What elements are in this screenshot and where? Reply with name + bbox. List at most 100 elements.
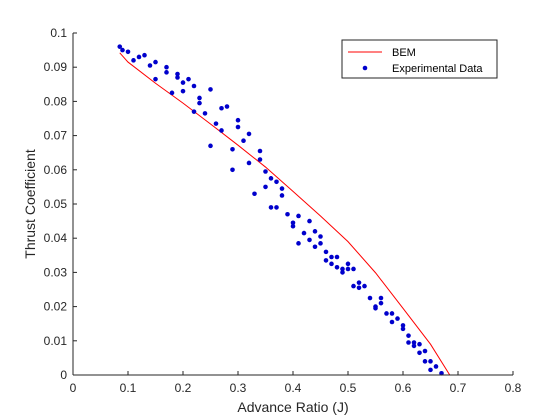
experimental-data-point	[208, 143, 213, 149]
experimental-data-point	[279, 186, 285, 191]
experimental-data-point	[208, 87, 213, 92]
experimental-data-point	[120, 47, 125, 53]
experimental-data-point	[312, 229, 318, 234]
experimental-data-point	[367, 295, 373, 301]
axes-layer	[72, 32, 514, 376]
experimental-data-point	[197, 100, 202, 106]
y-tick-label: 0.02	[44, 300, 68, 314]
experimental-data-point	[406, 340, 411, 345]
experimental-data-point	[142, 52, 147, 58]
x-tick-label: 0.3	[230, 381, 247, 395]
x-tick-label: 0.4	[285, 381, 302, 395]
experimental-data-point	[186, 76, 191, 82]
y-tick-label: 0.03	[44, 265, 68, 279]
experimental-data-point	[318, 234, 323, 239]
experimental-data-point	[362, 283, 367, 289]
experimental-data-point	[224, 104, 230, 109]
experimental-data-point	[296, 241, 301, 246]
experimental-data-point	[351, 283, 356, 289]
experimental-data-point	[329, 261, 334, 267]
x-tick-label: 0.7	[450, 381, 467, 395]
experimental-data-point	[422, 359, 428, 364]
experimental-data-point	[257, 148, 263, 154]
experimental-data-point	[428, 359, 433, 364]
x-tick-label: 0.5	[340, 381, 357, 395]
y-tick-label: 0.1	[50, 26, 67, 40]
experimental-data-point	[180, 80, 186, 85]
y-tick-label: 0.09	[44, 60, 68, 74]
experimental-data-point	[378, 295, 384, 301]
experimental-data-point	[191, 83, 197, 89]
y-tick-label: 0.06	[44, 163, 68, 177]
x-axis-title: Advance Ratio (J)	[237, 399, 348, 415]
experimental-data-point	[307, 237, 312, 243]
legend-entry-label: BEM	[392, 47, 416, 59]
experimental-data-point	[235, 117, 241, 123]
experimental-data-point	[307, 218, 312, 224]
experimental-data-point	[329, 254, 334, 260]
y-tick-label: 0.08	[44, 94, 68, 108]
experimental-data-point	[246, 160, 252, 166]
experimental-data-point	[202, 111, 208, 116]
experimental-data-point	[389, 319, 395, 325]
experimental-data-point	[433, 364, 439, 369]
legend-entry-label: Experimental Data	[392, 63, 483, 75]
x-tick-label: 0.1	[120, 381, 137, 395]
y-axis-title: Thrust Coefficient	[22, 149, 38, 259]
experimental-data-point	[131, 58, 136, 63]
experimental-data-point	[175, 75, 180, 80]
experimental-data-point	[373, 306, 378, 311]
experimental-data-point	[136, 54, 142, 60]
experimental-data-point	[230, 167, 235, 173]
experimental-data-point	[219, 128, 224, 133]
experimental-data-point	[318, 241, 323, 246]
experimental-data-point	[219, 105, 224, 111]
experimental-data-point	[191, 109, 197, 114]
experimental-data-point	[417, 341, 422, 347]
x-tick-label: 0.6	[395, 381, 412, 395]
experimental-data-point	[274, 205, 279, 210]
experimental-data-point	[395, 316, 400, 321]
experimental-data-point	[356, 280, 362, 285]
experimental-data-point	[334, 254, 340, 260]
experimental-data-point	[301, 230, 307, 236]
experimental-data-point	[117, 44, 123, 49]
experimental-data-point	[213, 121, 219, 126]
experimental-data-point	[290, 223, 296, 229]
experimental-data-point	[169, 90, 175, 96]
experimental-data-point	[235, 124, 241, 130]
experimental-data-point	[345, 261, 351, 267]
y-tick-label: 0.07	[44, 129, 68, 143]
experimental-data-point	[406, 333, 411, 338]
experimental-data-point	[356, 285, 362, 291]
y-tick-label: 0	[60, 368, 67, 382]
experimental-data-point	[334, 264, 340, 270]
experimental-data-point	[153, 76, 158, 82]
experimental-data-point	[351, 266, 356, 272]
legend-marker-swatch	[362, 65, 368, 71]
experimental-data-point	[125, 49, 131, 55]
experimental-data-point	[164, 70, 169, 75]
experimental-data-point	[230, 146, 235, 152]
experimental-data-point	[340, 266, 345, 272]
experimental-data-point	[268, 205, 274, 210]
experimental-data-point	[296, 213, 301, 219]
x-tick-label: 0	[70, 381, 77, 395]
experimental-data-point	[422, 348, 428, 354]
experimental-data-point	[400, 326, 406, 332]
experimental-data-point	[428, 367, 433, 373]
experimental-data-point	[417, 350, 422, 356]
experimental-data-point	[175, 71, 180, 77]
experimental-data-point	[252, 191, 257, 197]
x-tick-label: 0.2	[175, 381, 192, 395]
plot-area	[73, 33, 513, 375]
experimental-data-point	[274, 179, 279, 185]
experimental-data-point	[257, 157, 263, 162]
y-tick-label: 0.04	[44, 231, 68, 245]
experimental-data-point	[400, 323, 406, 328]
experimental-data-point	[263, 169, 268, 174]
y-tick-label: 0.01	[44, 334, 68, 348]
experimental-data-point	[285, 211, 290, 217]
series-layer	[117, 44, 451, 376]
